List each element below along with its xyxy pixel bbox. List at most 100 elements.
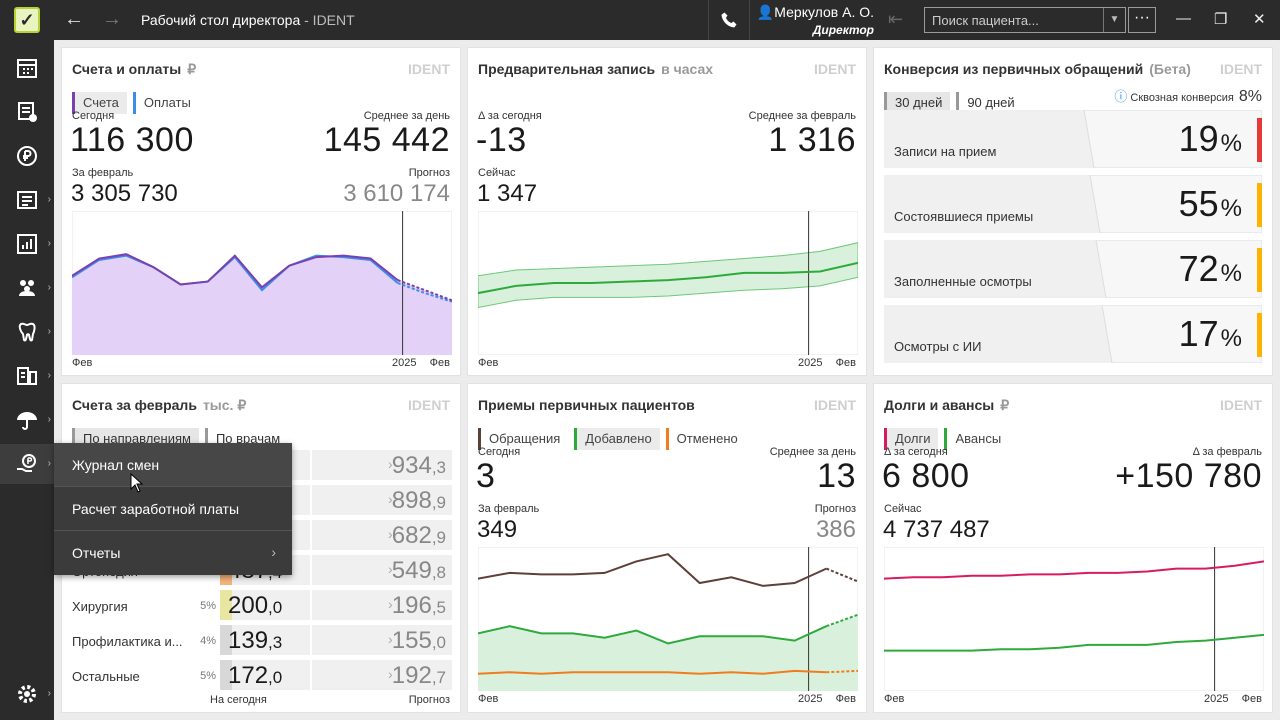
chevron-right-icon: › bbox=[47, 370, 51, 381]
tooth-icon bbox=[18, 322, 36, 342]
funnel-value: 72% bbox=[1178, 248, 1242, 289]
chevron-right-icon: › bbox=[388, 526, 393, 542]
legend: Счета Оплаты bbox=[72, 92, 199, 114]
funnel-row[interactable]: Осмотры с ИИ 17% bbox=[884, 305, 1262, 363]
card-title: Долги и авансы ₽ bbox=[884, 397, 1010, 413]
forecast-amount: › 192,7 bbox=[312, 660, 452, 690]
forecast-value: 3 610 174 bbox=[343, 180, 450, 207]
checklist-icon bbox=[18, 102, 37, 122]
current-amount: 139,3 bbox=[220, 625, 310, 655]
ruble-icon bbox=[17, 146, 37, 166]
minimize-icon[interactable]: — bbox=[1176, 10, 1191, 27]
direction-share: 4% bbox=[200, 635, 216, 647]
search-input[interactable]: Поиск пациента... ▼ bbox=[924, 7, 1126, 33]
card-title: Конверсия из первичных обращений (Бета) bbox=[884, 61, 1191, 77]
menu-item-shift-log[interactable]: Журнал смен bbox=[54, 443, 292, 487]
forward-arrow-icon[interactable]: → bbox=[102, 8, 122, 30]
series-line bbox=[478, 625, 827, 645]
sidebar-item-tasks[interactable] bbox=[0, 92, 54, 132]
more-button[interactable]: ··· bbox=[1128, 7, 1156, 33]
legend-added[interactable]: Добавлено bbox=[574, 428, 660, 450]
now-value: 1 347 bbox=[477, 180, 538, 207]
forecast-label: Прогноз bbox=[814, 503, 856, 515]
sidebar: › › › › › › › › bbox=[0, 40, 54, 720]
x-label-right: Фев bbox=[835, 357, 856, 369]
today-label: Сегодня bbox=[72, 110, 115, 122]
legend-debts[interactable]: Долги bbox=[884, 428, 939, 450]
chevron-right-icon: › bbox=[271, 544, 276, 560]
phone-icon[interactable] bbox=[708, 0, 750, 40]
card-title: Счета за февраль тыс. ₽ bbox=[72, 397, 247, 413]
sidebar-item-salary[interactable]: › bbox=[0, 444, 54, 484]
account-row[interactable]: Остальные 5% 172,0 › 192,7 bbox=[72, 660, 452, 690]
delta-value: 6 800 bbox=[882, 457, 970, 495]
sidebar-item-settings[interactable]: › bbox=[0, 674, 54, 714]
month-value: +150 780 bbox=[1115, 457, 1262, 495]
forecast-line bbox=[826, 669, 858, 674]
plot-area bbox=[884, 547, 1264, 691]
area-fill bbox=[72, 254, 452, 355]
user-icon: 👤 bbox=[756, 4, 775, 20]
chevron-down-icon[interactable]: ▼ bbox=[1103, 8, 1125, 32]
tab-30-days[interactable]: 30 дней bbox=[884, 92, 951, 114]
sidebar-item-schedule[interactable] bbox=[0, 48, 54, 88]
funnel-status-bar bbox=[1257, 248, 1262, 292]
sidebar-item-reports[interactable]: › bbox=[0, 224, 54, 264]
mouse-cursor-icon bbox=[130, 473, 144, 493]
user-role: Директор bbox=[812, 23, 874, 37]
sidebar-item-dental[interactable]: › bbox=[0, 312, 54, 352]
menu-item-reports[interactable]: Отчеты › bbox=[72, 544, 276, 561]
month-value: 3 305 730 bbox=[71, 180, 178, 207]
month-label: За февраль bbox=[478, 503, 540, 515]
sidebar-item-insurance[interactable]: › bbox=[0, 400, 54, 440]
funnel-row[interactable]: Записи на прием 19% bbox=[884, 110, 1262, 168]
gear-icon bbox=[18, 685, 36, 703]
sidebar-item-lab[interactable]: › bbox=[0, 356, 54, 396]
restore-icon[interactable]: ❐ bbox=[1214, 11, 1228, 28]
menu-item-payroll[interactable]: Расчет заработной платы bbox=[54, 487, 292, 531]
legend-payments[interactable]: Оплаты bbox=[132, 92, 199, 114]
sidebar-item-payments[interactable] bbox=[0, 136, 54, 176]
sidebar-item-accounting[interactable]: › bbox=[0, 180, 54, 220]
sidebar-item-staff[interactable]: › bbox=[0, 268, 54, 308]
account-row[interactable]: Профилактика и... 4% 139,3 › 155,0 bbox=[72, 625, 452, 655]
tab-by-doctor[interactable]: По врачам bbox=[204, 428, 288, 450]
avg-label: Среднее за день bbox=[363, 110, 450, 122]
legend-advances[interactable]: Авансы bbox=[944, 428, 1009, 450]
funnel-row[interactable]: Заполненные осмотры 72% bbox=[884, 240, 1262, 298]
color-swatch bbox=[220, 660, 232, 690]
x-label-right: Фев bbox=[429, 357, 450, 369]
user-info[interactable]: 👤Меркулов А. О. Директор bbox=[756, 4, 874, 37]
funnel-shape bbox=[1089, 175, 1262, 233]
account-row[interactable]: Хирургия 5% 200,0 › 196,5 bbox=[72, 590, 452, 620]
brand-label: IDENT bbox=[408, 397, 450, 413]
funnel-value: 19% bbox=[1178, 118, 1242, 159]
help-icon[interactable]: ⓘ bbox=[1114, 89, 1128, 104]
logout-icon[interactable]: ⇤ bbox=[888, 9, 904, 29]
funnel-row[interactable]: Состоявшиеся приемы 55% bbox=[884, 175, 1262, 233]
current-amount: 200,0 bbox=[220, 590, 310, 620]
footer-forecast-label: Прогноз bbox=[408, 694, 450, 706]
x-label-right: Фев bbox=[835, 693, 856, 705]
avg-label: Среднее за день bbox=[769, 446, 856, 458]
month-label: За февраль bbox=[72, 167, 134, 179]
x-label-left: Фев bbox=[884, 693, 905, 705]
window-title: Рабочий стол директора - IDENT bbox=[141, 12, 355, 28]
legend-invoices[interactable]: Счета bbox=[72, 92, 127, 114]
delta-label: Δ за сегодня bbox=[884, 446, 948, 458]
forecast-amount: › 549,8 bbox=[312, 555, 452, 585]
tab-90-days[interactable]: 90 дней bbox=[956, 92, 1022, 114]
brand-label: IDENT bbox=[1220, 397, 1262, 413]
app-logo[interactable]: ✓ bbox=[0, 0, 54, 40]
chevron-right-icon: › bbox=[388, 596, 393, 612]
funnel-label: Состоявшиеся приемы bbox=[894, 209, 1034, 224]
lab-icon bbox=[17, 367, 37, 385]
footer-today-label: На сегодня bbox=[210, 694, 267, 706]
forecast-value: 386 bbox=[815, 516, 856, 543]
back-arrow-icon[interactable]: ← bbox=[64, 8, 84, 30]
legend-requests[interactable]: Обращения bbox=[478, 428, 568, 450]
legend-cancelled[interactable]: Отменено bbox=[665, 428, 746, 450]
avg-value: 1 316 bbox=[768, 121, 856, 159]
close-icon[interactable]: ✕ bbox=[1253, 11, 1266, 28]
today-value: 116 300 bbox=[70, 121, 194, 159]
